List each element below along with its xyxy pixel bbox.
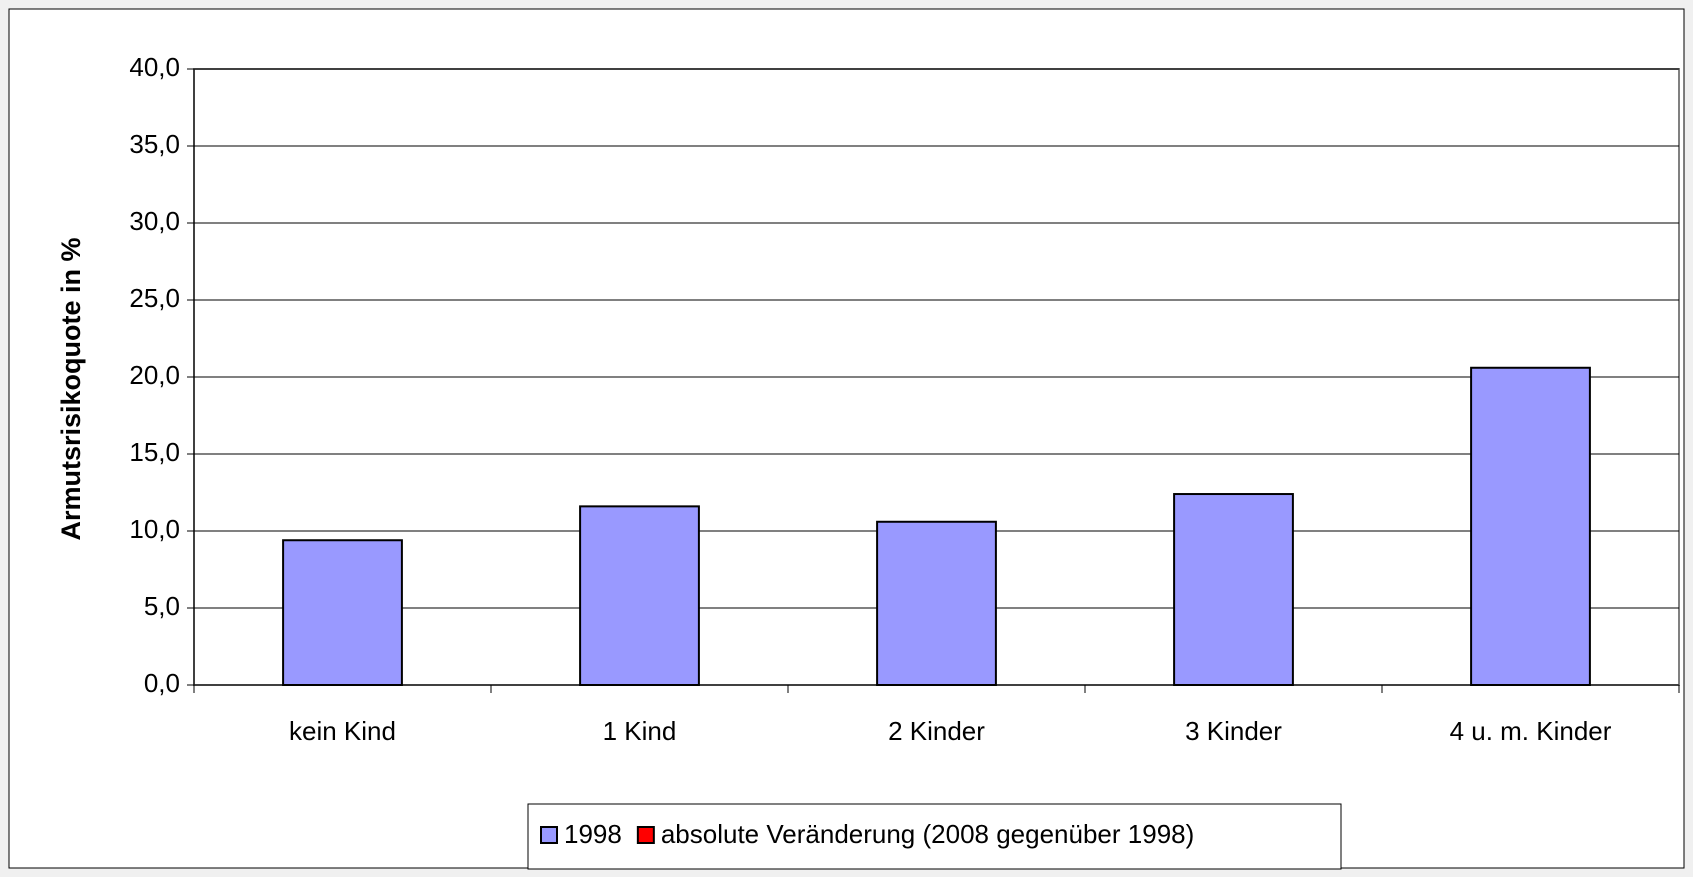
x-tick-label: 1 Kind: [603, 716, 677, 746]
y-tick-label: 30,0: [129, 206, 180, 236]
x-tick-label: 2 Kinder: [888, 716, 985, 746]
y-tick-label: 40,0: [129, 52, 180, 82]
y-tick-label: 25,0: [129, 283, 180, 313]
bar: [1173, 493, 1294, 687]
legend-swatch: [636, 826, 655, 844]
y-axis-label: Armutsrisikoquote in %: [56, 237, 86, 540]
x-tick-label: 3 Kinder: [1185, 716, 1282, 746]
legend-box: [527, 803, 1342, 870]
y-tick-label: 5,0: [144, 591, 180, 621]
x-tick-label: kein Kind: [289, 716, 396, 746]
bar: [579, 505, 700, 686]
y-tick-label: 15,0: [129, 437, 180, 467]
y-tick-label: 20,0: [129, 360, 180, 390]
bar: [282, 539, 403, 686]
x-tick-label: 4 u. m. Kinder: [1450, 716, 1612, 746]
y-tick-label: 10,0: [129, 514, 180, 544]
legend-swatch: [540, 826, 558, 844]
bar: [876, 520, 997, 687]
y-tick-label: 0,0: [144, 668, 180, 698]
bar: [1470, 366, 1591, 686]
legend-label: 1998: [564, 819, 622, 849]
legend-label: absolute Veränderung (2008 gegenüber 199…: [661, 819, 1194, 849]
y-tick-label: 35,0: [129, 129, 180, 159]
